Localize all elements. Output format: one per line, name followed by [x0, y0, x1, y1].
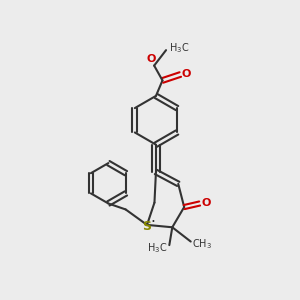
Text: O: O: [202, 199, 211, 208]
Text: S: S: [142, 220, 151, 232]
Text: ·: ·: [151, 215, 155, 230]
Text: O: O: [146, 54, 156, 64]
Text: H$_3$C: H$_3$C: [169, 41, 189, 55]
Text: CH$_3$: CH$_3$: [192, 238, 212, 251]
Text: O: O: [182, 69, 191, 79]
Text: H$_3$C: H$_3$C: [147, 241, 167, 255]
